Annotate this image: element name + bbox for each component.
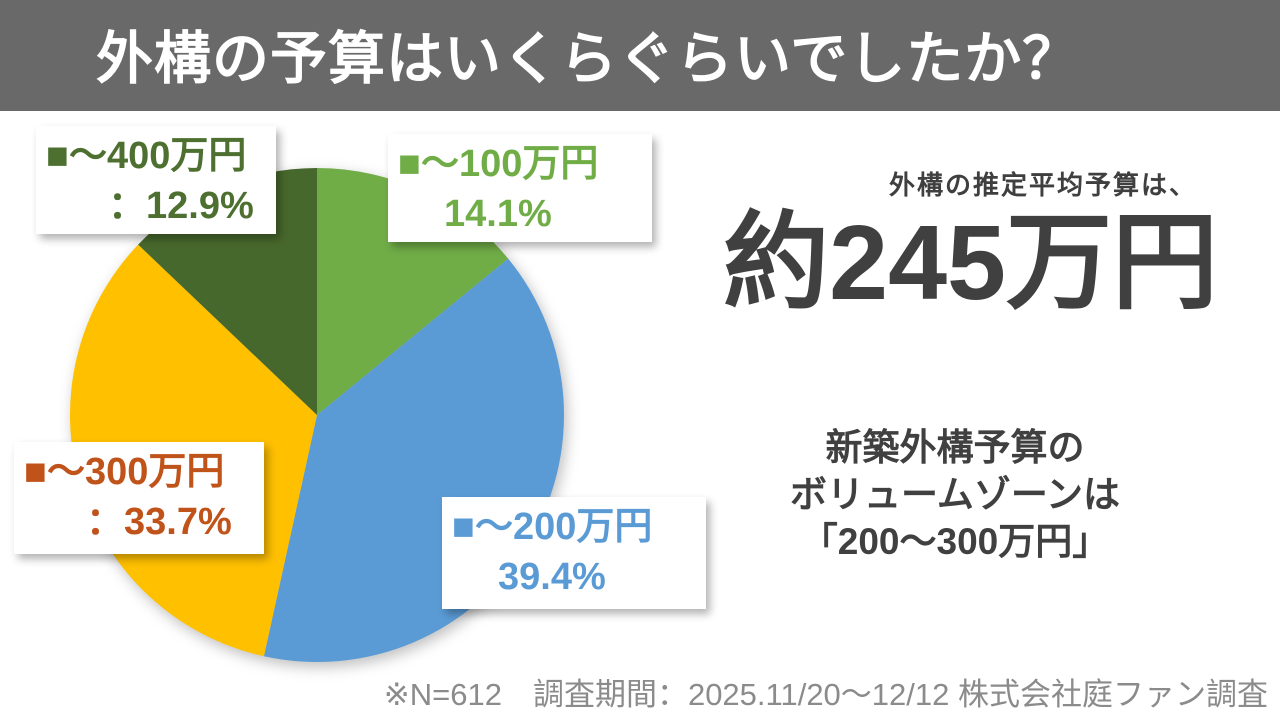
average-budget-headline: 約245万円 [723,204,1218,322]
callout-100man-value: 14.1% [444,193,552,235]
callout-200man: ■～200万円 39.4% [442,497,706,609]
callout-400man-value: ：12.9% [108,185,254,227]
average-budget-lead: 外構の推定平均予算は、 [888,170,1197,200]
survey-footnote: ※N=612 調査期間：2025.11/20〜12/12 株式会社庭ファン調査 [383,677,1268,712]
callout-100man: ■～100万円 14.1% [388,134,652,242]
callout-200man-value: 39.4% [498,556,606,598]
callout-300man: ■～300万円 ：33.7% [14,442,264,554]
volume-zone-note: 新築外構予算の ボリュームゾーンは 「200〜300万円」 [755,424,1155,565]
callout-200man-label: ■～200万円 [452,506,653,548]
callout-300man-value: ：33.7% [86,501,232,543]
page-title: 外構の予算はいくらぐらいでしたか？ [96,26,1081,91]
average-budget-summary: 外構の推定平均予算は、 約245万円 [723,165,1218,318]
volume-zone-note-line3: 「200〜300万円」 [800,521,1110,562]
callout-400man-label: ■～400万円 [46,135,247,177]
volume-zone-note-line2: ボリュームゾーンは [789,474,1121,515]
title-bar: 外構の予算はいくらぐらいでしたか？ [0,0,1280,111]
callout-400man: ■～400万円 ：12.9% [36,126,276,234]
volume-zone-note-line1: 新築外構予算の [825,427,1085,468]
callout-100man-label: ■～100万円 [398,143,599,185]
callout-300man-label: ■～300万円 [24,451,225,493]
